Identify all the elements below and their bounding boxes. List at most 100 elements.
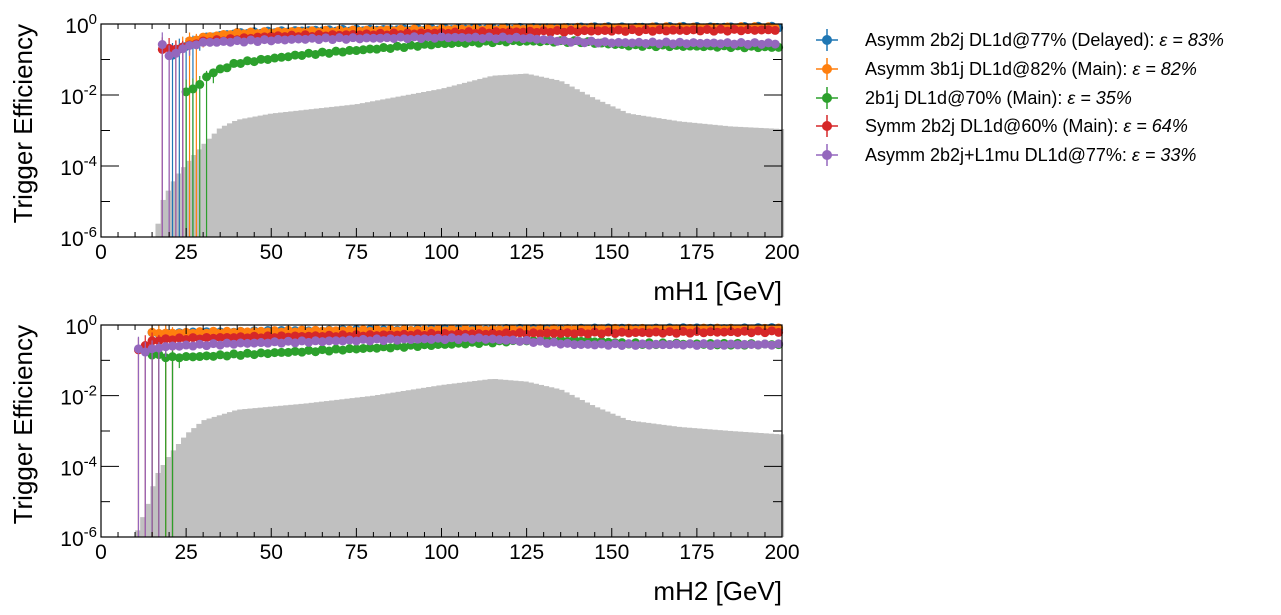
histogram-bar — [558, 81, 565, 237]
histogram-bar — [385, 98, 391, 237]
histogram-bar — [196, 149, 202, 237]
histogram-bar — [620, 417, 626, 537]
data-point — [603, 340, 613, 350]
histogram-bar — [267, 113, 274, 237]
data-point — [351, 46, 361, 56]
histogram-bar — [497, 379, 504, 537]
data-point — [631, 340, 641, 350]
histogram-bar — [298, 403, 304, 537]
data-point — [460, 333, 470, 343]
data-point — [351, 336, 361, 346]
data-point — [362, 33, 372, 43]
data-point — [270, 53, 280, 63]
data-point — [222, 351, 232, 361]
histogram-bar — [712, 429, 718, 537]
data-point — [161, 334, 171, 344]
histogram-bar — [339, 105, 345, 237]
data-point — [195, 352, 205, 362]
histogram-bar — [252, 116, 259, 237]
data-point — [222, 326, 232, 336]
data-point — [767, 326, 777, 336]
histogram-bar — [211, 133, 218, 237]
data-point — [406, 335, 416, 345]
data-point — [522, 335, 532, 345]
histogram-bar — [293, 404, 299, 537]
histogram-bar — [656, 118, 662, 237]
data-point — [637, 339, 647, 349]
data-point — [746, 339, 756, 349]
histogram-bar — [441, 88, 448, 237]
data-point — [627, 25, 637, 35]
data-point — [324, 346, 334, 356]
data-point — [358, 343, 368, 353]
legend: Asymm 2b2j DL1d@77% (Delayed): ε = 83% A… — [816, 29, 1224, 166]
data-point — [627, 38, 637, 48]
data-point — [147, 344, 157, 354]
data-point — [208, 68, 218, 78]
data-point — [699, 339, 709, 349]
data-point — [266, 36, 276, 46]
data-point — [688, 38, 698, 48]
data-point — [174, 333, 184, 343]
data-point — [382, 33, 392, 43]
data-point — [297, 50, 307, 60]
histogram-bar — [630, 420, 636, 537]
histogram-bar — [518, 381, 524, 537]
histogram-bar — [150, 486, 156, 537]
histogram-bar — [247, 408, 253, 537]
histogram-bar — [737, 431, 744, 537]
histogram-bar — [293, 110, 299, 237]
histogram-bar — [477, 380, 483, 537]
histogram-bar — [201, 143, 207, 237]
y-tick-label: 10-2 — [60, 383, 97, 410]
data-point — [562, 328, 572, 338]
histogram-bar — [278, 405, 284, 537]
histogram-bar — [344, 398, 350, 537]
histogram-bar — [732, 126, 739, 237]
histogram-bar — [778, 128, 785, 237]
data-point — [372, 343, 382, 353]
x-tick-label: 0 — [95, 241, 107, 264]
histogram-bar — [211, 416, 218, 537]
panel-mh2: 0 25 50 75 100 125 150 175 200 10-6 10-4… — [8, 312, 800, 606]
data-point — [365, 336, 375, 346]
legend-marker — [816, 115, 838, 137]
histogram-bar — [758, 127, 764, 237]
x-tick-label: 100 — [424, 541, 459, 564]
data-point — [368, 33, 378, 43]
histogram-bar — [523, 73, 529, 237]
data-point — [535, 329, 545, 339]
histogram-bar — [436, 385, 442, 537]
histogram-bar — [232, 120, 238, 237]
histogram-bar — [318, 108, 325, 237]
data-point — [215, 350, 225, 360]
data-point — [311, 336, 321, 346]
histogram-bar — [140, 517, 146, 537]
data-point — [379, 43, 389, 53]
data-point — [358, 325, 368, 335]
data-point — [338, 47, 348, 57]
data-point — [617, 340, 627, 350]
histogram-bar — [584, 402, 591, 537]
data-point — [375, 33, 385, 43]
data-point — [583, 329, 593, 339]
histogram-bar — [364, 102, 371, 237]
data-point — [263, 54, 273, 64]
histogram-bar — [594, 99, 601, 237]
data-point — [185, 40, 195, 50]
histogram-bar — [456, 84, 463, 237]
histogram-bar — [543, 386, 550, 537]
x-axis-label: mH1 [GeV] — [653, 276, 782, 306]
x-tick-label: 125 — [509, 241, 544, 264]
histogram-bar — [272, 113, 279, 237]
data-point — [430, 33, 440, 43]
histogram-bar — [385, 393, 391, 537]
legend-item: Asymm 3b1j DL1d@82% (Main): ε = 82% — [816, 58, 1197, 80]
data-point — [345, 344, 355, 354]
histogram-bar — [380, 99, 386, 237]
data-point — [733, 327, 743, 337]
data-point — [501, 335, 511, 345]
data-point — [774, 339, 784, 349]
data-point — [249, 57, 259, 67]
data-point — [392, 41, 402, 51]
